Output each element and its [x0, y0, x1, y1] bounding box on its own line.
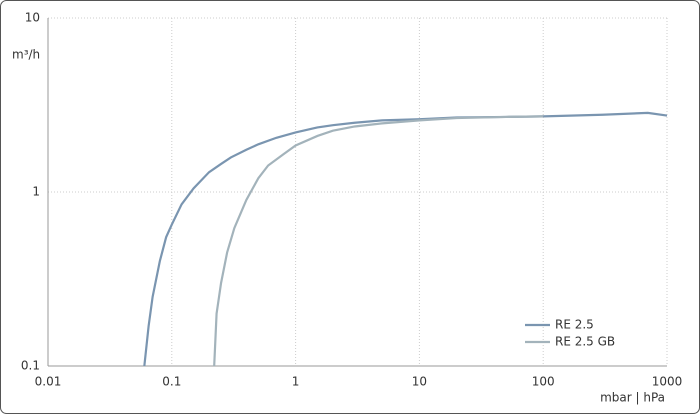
legend-label: RE 2.5 GB	[555, 335, 615, 349]
x-tick-label: 100	[532, 375, 555, 389]
y-axis-label: m³/h	[12, 48, 40, 62]
x-axis-label: mbar | hPa	[600, 391, 665, 405]
x-tick-label: 0.01	[35, 375, 62, 389]
y-tick-label: 10	[25, 11, 40, 25]
x-tick-label: 1000	[652, 375, 683, 389]
legend-label: RE 2.5	[555, 318, 594, 332]
series-line	[213, 115, 544, 367]
x-tick-label: 10	[412, 375, 427, 389]
y-tick-label: 0.1	[21, 359, 40, 373]
x-tick-label: 1	[292, 375, 300, 389]
x-tick-label: 0.1	[162, 375, 181, 389]
y-tick-label: 1	[32, 185, 40, 199]
